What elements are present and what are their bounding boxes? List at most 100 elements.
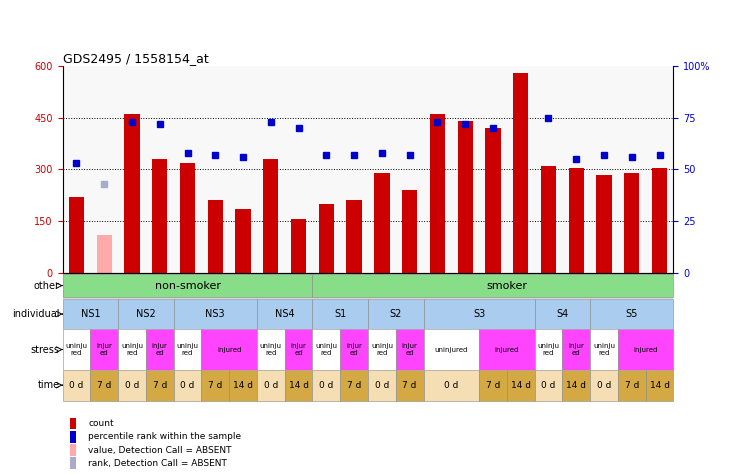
Text: uninjured: uninjured <box>435 346 468 353</box>
Bar <box>652 168 668 273</box>
Bar <box>507 370 534 401</box>
Text: NS2: NS2 <box>136 309 156 319</box>
Text: injured: injured <box>217 346 241 353</box>
Text: value, Detection Call = ABSENT: value, Detection Call = ABSENT <box>88 446 232 455</box>
Bar <box>236 209 251 273</box>
Text: uninju
red: uninju red <box>537 343 559 356</box>
Bar <box>96 235 112 273</box>
Text: GDS2495 / 1558154_at: GDS2495 / 1558154_at <box>63 52 208 65</box>
Bar <box>396 370 423 401</box>
Bar <box>374 173 389 273</box>
Text: 0 d: 0 d <box>444 381 459 390</box>
Bar <box>174 370 202 401</box>
Bar <box>63 274 313 297</box>
Bar <box>146 329 174 370</box>
Text: smoker: smoker <box>486 281 527 291</box>
Bar <box>534 370 562 401</box>
Bar <box>319 204 334 273</box>
Bar <box>285 329 313 370</box>
Text: 7 d: 7 d <box>486 381 500 390</box>
Text: other: other <box>34 281 60 291</box>
Text: NS3: NS3 <box>205 309 225 319</box>
Text: 0 d: 0 d <box>597 381 611 390</box>
Text: 14 d: 14 d <box>511 381 531 390</box>
Text: NS1: NS1 <box>80 309 100 319</box>
Text: S5: S5 <box>626 309 638 319</box>
Text: 7 d: 7 d <box>403 381 417 390</box>
Bar <box>118 299 174 329</box>
Text: count: count <box>88 419 114 428</box>
Text: injur
ed: injur ed <box>346 343 362 356</box>
Text: stress: stress <box>30 345 60 355</box>
Bar <box>645 370 673 401</box>
Text: injur
ed: injur ed <box>402 343 417 356</box>
Bar <box>396 329 423 370</box>
Bar <box>423 299 534 329</box>
Text: S3: S3 <box>473 309 485 319</box>
Bar <box>263 159 278 273</box>
Bar <box>590 299 673 329</box>
Bar <box>313 329 340 370</box>
Bar <box>63 370 91 401</box>
Bar <box>313 274 673 297</box>
Bar <box>229 370 257 401</box>
Bar <box>562 329 590 370</box>
Bar <box>423 370 479 401</box>
Bar <box>423 329 479 370</box>
Text: 14 d: 14 d <box>650 381 670 390</box>
Bar <box>208 201 223 273</box>
Text: S4: S4 <box>556 309 568 319</box>
Bar <box>146 370 174 401</box>
Text: injur
ed: injur ed <box>152 343 168 356</box>
Text: injur
ed: injur ed <box>568 343 584 356</box>
Text: 0 d: 0 d <box>125 381 139 390</box>
Text: rank, Detection Call = ABSENT: rank, Detection Call = ABSENT <box>88 459 227 468</box>
Bar <box>285 370 313 401</box>
Text: 0 d: 0 d <box>375 381 389 390</box>
Text: injur
ed: injur ed <box>291 343 306 356</box>
Bar <box>340 370 368 401</box>
Bar <box>368 329 396 370</box>
Bar <box>368 299 423 329</box>
Bar <box>174 329 202 370</box>
Text: uninju
red: uninju red <box>371 343 393 356</box>
Bar <box>618 329 673 370</box>
Text: non-smoker: non-smoker <box>155 281 221 291</box>
Bar <box>513 73 528 273</box>
Bar <box>63 329 91 370</box>
Text: 7 d: 7 d <box>208 381 222 390</box>
Text: 14 d: 14 d <box>233 381 253 390</box>
Text: NS4: NS4 <box>275 309 294 319</box>
Bar <box>118 370 146 401</box>
Bar <box>313 370 340 401</box>
Bar <box>340 329 368 370</box>
Text: time: time <box>38 380 60 390</box>
Bar <box>590 329 618 370</box>
Bar <box>257 329 285 370</box>
Bar <box>479 370 507 401</box>
Text: 7 d: 7 d <box>625 381 639 390</box>
Text: 14 d: 14 d <box>289 381 308 390</box>
Bar <box>534 299 590 329</box>
Bar <box>368 370 396 401</box>
Bar <box>291 219 306 273</box>
Text: injured: injured <box>634 346 658 353</box>
Bar <box>202 329 257 370</box>
Text: injured: injured <box>495 346 519 353</box>
Bar <box>202 370 229 401</box>
Text: 7 d: 7 d <box>152 381 167 390</box>
Bar <box>479 329 534 370</box>
Bar <box>152 159 167 273</box>
Bar <box>541 166 556 273</box>
Text: S2: S2 <box>389 309 402 319</box>
Text: uninju
red: uninju red <box>593 343 615 356</box>
Bar <box>624 173 640 273</box>
Bar <box>590 370 618 401</box>
Text: 0 d: 0 d <box>541 381 556 390</box>
Bar <box>118 329 146 370</box>
Text: 14 d: 14 d <box>566 381 587 390</box>
Text: uninju
red: uninju red <box>121 343 143 356</box>
Text: 0 d: 0 d <box>180 381 195 390</box>
Text: 0 d: 0 d <box>69 381 84 390</box>
Bar <box>430 115 445 273</box>
